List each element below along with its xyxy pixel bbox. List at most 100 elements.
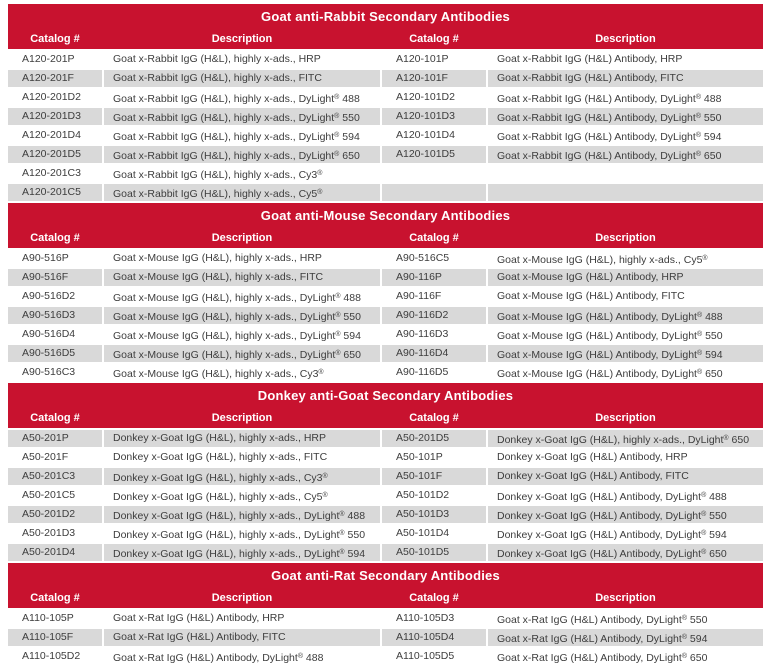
description-cell: Goat x-Rabbit IgG (H&L), highly x-ads., … <box>104 184 380 201</box>
description-cell: Goat x-Mouse IgG (H&L), highly x-ads., D… <box>104 345 380 362</box>
description-cell: Goat x-Rat IgG (H&L) Antibody, DyLight® … <box>488 629 763 646</box>
registered-trademark-symbol: ® <box>723 435 729 442</box>
catalog-number-cell: A90-516D5 <box>8 345 102 362</box>
description-cell: Goat x-Mouse IgG (H&L), highly x-ads., D… <box>104 288 380 305</box>
catalog-number-cell: A50-201D4 <box>8 544 102 561</box>
catalog-number-cell: A90-116D5 <box>382 364 486 381</box>
description-column-header: Description <box>211 232 273 244</box>
table-row: A120-201C5 Goat x-Rabbit IgG (H&L), highl… <box>8 184 763 201</box>
registered-trademark-symbol: ® <box>339 549 345 556</box>
catalog-number-cell: A120-101D4 <box>382 127 486 144</box>
table-row: A90-516D2 Goat x-Mouse IgG (H&L), highly … <box>8 288 763 305</box>
description-cell: Donkey x-Goat IgG (H&L) Antibody, HRP <box>488 449 763 466</box>
description-cell: Goat x-Mouse IgG (H&L) Antibody, DyLight… <box>488 326 763 343</box>
catalog-number-cell: A50-201D2 <box>8 506 102 523</box>
registered-trademark-symbol: ® <box>297 653 303 660</box>
registered-trademark-symbol: ® <box>339 530 345 537</box>
description-cell: Goat x-Mouse IgG (H&L), highly x-ads., C… <box>104 364 380 381</box>
catalog-number-cell: A110-105D4 <box>382 629 486 646</box>
registered-trademark-symbol: ® <box>322 492 328 499</box>
catalog-number-cell: A120-101P <box>382 51 486 68</box>
catalog-column-header: Catalog # <box>30 33 80 45</box>
registered-trademark-symbol: ® <box>681 615 687 622</box>
catalog-number-cell: A90-116F <box>382 288 486 305</box>
description-cell: Goat x-Mouse IgG (H&L), highly x-ads., D… <box>104 307 380 324</box>
description-cell: Goat x-Rabbit IgG (H&L) Antibody, DyLigh… <box>488 146 763 163</box>
description-cell: Goat x-Rabbit IgG (H&L), highly x-ads., … <box>104 108 380 125</box>
column-headers: Catalog # Description Catalog # Description <box>8 29 763 49</box>
table-row: A90-516D5 Goat x-Mouse IgG (H&L), highly … <box>8 345 763 362</box>
registered-trademark-symbol: ® <box>701 530 707 537</box>
registered-trademark-symbol: ® <box>702 255 708 262</box>
column-headers: Catalog # Description Catalog # Description <box>8 408 763 428</box>
section-header: Goat anti-Mouse Secondary Antibodies Cat… <box>8 203 763 248</box>
description-cell: Goat x-Rabbit IgG (H&L), highly x-ads., … <box>104 165 380 182</box>
description-cell: Goat x-Rabbit IgG (H&L), highly x-ads., … <box>104 89 380 106</box>
catalog-number-cell: A110-105D2 <box>8 648 102 665</box>
registered-trademark-symbol: ® <box>322 473 328 480</box>
description-cell: Goat x-Mouse IgG (H&L), highly x-ads., H… <box>104 250 380 267</box>
table-row: A50-201P Donkey x-Goat IgG (H&L), highly … <box>8 430 763 447</box>
description-cell: Goat x-Rabbit IgG (H&L), highly x-ads., … <box>104 127 380 144</box>
description-cell <box>488 165 763 182</box>
table-row: A90-516D4 Goat x-Mouse IgG (H&L), highly … <box>8 326 763 343</box>
table-row: A90-516C3 Goat x-Mouse IgG (H&L), highly … <box>8 364 763 381</box>
registered-trademark-symbol: ® <box>335 312 341 319</box>
description-cell: Goat x-Rat IgG (H&L) Antibody, DyLight® … <box>488 610 763 627</box>
catalog-number-cell <box>382 184 486 201</box>
antibody-section: Goat anti-Mouse Secondary Antibodies Cat… <box>8 203 763 381</box>
catalog-number-cell <box>382 165 486 182</box>
description-cell: Goat x-Mouse IgG (H&L) Antibody, DyLight… <box>488 345 763 362</box>
catalog-column-header: Catalog # <box>30 412 80 424</box>
catalog-number-cell: A110-105D5 <box>382 648 486 665</box>
catalog-number-cell: A90-516C3 <box>8 364 102 381</box>
catalog-number-cell: A120-101F <box>382 70 486 87</box>
section-title: Goat anti-Mouse Secondary Antibodies <box>260 208 511 223</box>
description-cell: Goat x-Rabbit IgG (H&L) Antibody, HRP <box>488 51 763 68</box>
section-rows: A50-201P Donkey x-Goat IgG (H&L), highly … <box>8 430 763 561</box>
catalog-number-cell: A120-101D2 <box>382 89 486 106</box>
description-cell: Donkey x-Goat IgG (H&L) Antibody, DyLigh… <box>488 525 763 542</box>
description-cell: Goat x-Rabbit IgG (H&L) Antibody, DyLigh… <box>488 89 763 106</box>
description-cell: Donkey x-Goat IgG (H&L), highly x-ads., … <box>104 506 380 523</box>
catalog-number-cell: A50-201C3 <box>8 468 102 485</box>
registered-trademark-symbol: ® <box>339 511 345 518</box>
table-row: A120-201D5 Goat x-Rabbit IgG (H&L), highl… <box>8 146 763 163</box>
description-cell: Goat x-Mouse IgG (H&L), highly x-ads., C… <box>488 250 763 267</box>
table-row: A120-201C3 Goat x-Rabbit IgG (H&L), highl… <box>8 165 763 182</box>
catalog-number-cell: A90-116P <box>382 269 486 286</box>
catalog-number-cell: A110-105D3 <box>382 610 486 627</box>
registered-trademark-symbol: ® <box>681 653 687 660</box>
registered-trademark-symbol: ® <box>334 94 340 101</box>
column-headers: Catalog # Description Catalog # Description <box>8 228 763 248</box>
description-cell: Goat x-Rat IgG (H&L) Antibody, DyLight® … <box>488 648 763 665</box>
section-title: Donkey anti-Goat Secondary Antibodies <box>257 388 514 403</box>
table-row: A50-201D4 Donkey x-Goat IgG (H&L), highly… <box>8 544 763 561</box>
description-column-header: Description <box>595 592 656 604</box>
catalog-number-cell: A120-201D3 <box>8 108 102 125</box>
registered-trademark-symbol: ® <box>335 293 341 300</box>
catalog-column-header: Catalog # <box>409 232 459 244</box>
table-row: A120-201F Goat x-Rabbit IgG (H&L), highly… <box>8 70 763 87</box>
description-column-header: Description <box>595 412 656 424</box>
table-row: A120-201P Goat x-Rabbit IgG (H&L), highly… <box>8 51 763 68</box>
section-header: Goat anti-Rat Secondary Antibodies Catal… <box>8 563 763 608</box>
registered-trademark-symbol: ® <box>695 113 701 120</box>
description-cell: Donkey x-Goat IgG (H&L) Antibody, FITC <box>488 468 763 485</box>
catalog-column-header: Catalog # <box>30 232 80 244</box>
description-cell: Goat x-Rabbit IgG (H&L) Antibody, FITC <box>488 70 763 87</box>
description-cell: Goat x-Rat IgG (H&L) Antibody, FITC <box>104 629 380 646</box>
table-row: A50-201D3 Donkey x-Goat IgG (H&L), highly… <box>8 525 763 542</box>
catalog-number-cell: A90-516F <box>8 269 102 286</box>
section-rows: A110-105P Goat x-Rat IgG (H&L) Antibody, … <box>8 610 763 665</box>
catalog-number-cell: A120-201D2 <box>8 89 102 106</box>
description-cell: Donkey x-Goat IgG (H&L), highly x-ads., … <box>104 468 380 485</box>
catalog-number-cell: A90-516D4 <box>8 326 102 343</box>
description-cell <box>488 184 763 201</box>
catalog-column-header: Catalog # <box>409 412 459 424</box>
section-header: Goat anti-Rabbit Secondary Antibodies Ca… <box>8 4 763 49</box>
description-cell: Goat x-Mouse IgG (H&L), highly x-ads., F… <box>104 269 380 286</box>
registered-trademark-symbol: ® <box>701 549 707 556</box>
catalog-number-cell: A50-101P <box>382 449 486 466</box>
